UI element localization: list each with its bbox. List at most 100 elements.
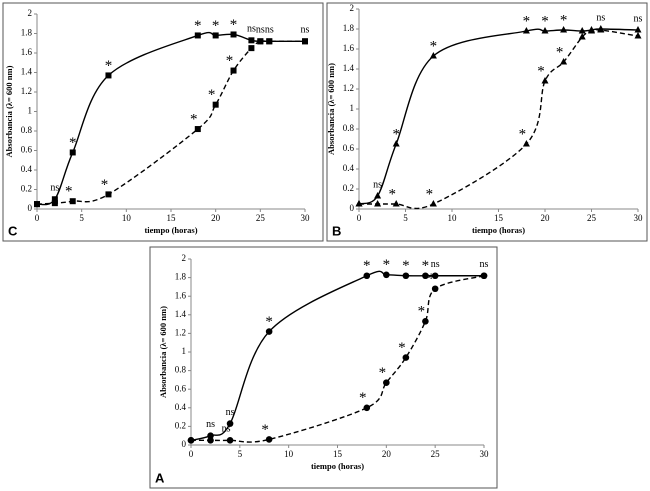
y-tick-label: 0.6 — [175, 383, 187, 393]
y-tick-label: 0.4 — [175, 402, 187, 412]
series-line — [36, 31, 305, 206]
y-axis-title: Absorbancia (λ= 600 nm) — [326, 63, 336, 155]
series-line — [359, 28, 639, 210]
marker — [302, 38, 308, 45]
marker — [541, 77, 549, 84]
marker — [105, 191, 112, 198]
marker — [34, 201, 40, 208]
y-tick-label: 0.2 — [21, 184, 32, 194]
x-tick-label: 25 — [587, 213, 597, 223]
x-tick-label: 0 — [357, 213, 362, 223]
marker — [383, 379, 390, 386]
marker — [634, 26, 642, 33]
panel-label: A — [155, 470, 165, 485]
significance-label: * — [379, 365, 387, 381]
marker — [431, 285, 439, 293]
y-axis-title: Absorbancia (λ= 600 nm) — [4, 65, 14, 157]
significance-label: * — [556, 44, 564, 60]
marker — [226, 420, 234, 427]
marker — [265, 328, 273, 335]
x-tick-label: 30 — [634, 213, 644, 223]
marker — [422, 318, 429, 325]
x-axis-title: tiempo (horas) — [472, 225, 525, 235]
significance-label: ns — [634, 13, 643, 24]
significance-label: * — [430, 38, 438, 54]
y-tick-label: 1.8 — [343, 23, 355, 33]
significance-label: * — [105, 58, 113, 74]
x-tick-label: 15 — [333, 449, 343, 459]
y-tick-label: 0 — [28, 203, 33, 213]
significance-label: * — [523, 13, 531, 29]
significance-label: ns — [265, 25, 274, 36]
marker — [560, 26, 568, 33]
marker — [578, 27, 586, 34]
marker — [355, 200, 363, 207]
marker — [69, 198, 76, 205]
y-tick-label: 1 — [28, 106, 33, 116]
significance-label: * — [388, 186, 396, 202]
marker — [541, 27, 549, 34]
x-tick-label: 30 — [480, 449, 490, 459]
y-axis-title: Absorbancia (λ= 600 nm) — [158, 306, 168, 398]
y-tick-label: 1.6 — [343, 43, 355, 53]
y-tick-label: 1 — [182, 346, 187, 356]
marker — [392, 200, 400, 207]
significance-label: * — [101, 177, 109, 193]
marker — [522, 27, 530, 34]
significance-label: * — [398, 340, 406, 356]
y-tick-label: 0.4 — [21, 164, 33, 174]
x-tick-label: 10 — [122, 213, 132, 223]
significance-label: * — [426, 186, 434, 202]
marker — [402, 272, 410, 280]
significance-label: * — [363, 258, 371, 274]
significance-label: * — [519, 126, 527, 142]
y-tick-label: 0.6 — [343, 143, 355, 153]
y-tick-label: 0 — [350, 203, 355, 213]
y-tick-label: 1.2 — [343, 83, 354, 93]
series-line — [358, 28, 639, 205]
y-tick-label: 2 — [182, 253, 187, 263]
marker — [69, 149, 76, 156]
significance-label: * — [541, 13, 549, 29]
x-tick-label: 25 — [431, 449, 441, 459]
x-tick-label: 20 — [382, 449, 392, 459]
marker — [248, 37, 255, 44]
y-tick-label: 1.2 — [175, 327, 186, 337]
marker — [248, 45, 255, 52]
x-tick-label: 25 — [256, 213, 266, 223]
marker — [597, 26, 605, 33]
significance-label: * — [265, 314, 273, 330]
x-axis-title: tiempo (horas) — [311, 461, 364, 471]
marker — [230, 31, 237, 38]
y-tick-label: 1.8 — [21, 28, 33, 38]
marker — [207, 432, 214, 440]
significance-label: * — [190, 111, 198, 127]
y-tick-label: 0 — [182, 439, 187, 449]
y-tick-label: 1 — [350, 103, 355, 113]
significance-label: * — [392, 126, 400, 142]
significance-label: ns — [596, 12, 605, 23]
marker — [429, 52, 437, 59]
marker — [265, 436, 273, 443]
marker — [588, 27, 595, 34]
x-tick-label: 15 — [494, 213, 504, 223]
significance-label: * — [359, 390, 367, 406]
y-tick-label: 0.6 — [21, 145, 33, 155]
x-tick-label: 5 — [403, 213, 408, 223]
x-tick-label: 10 — [448, 213, 458, 223]
marker — [212, 32, 219, 39]
significance-label: ns — [226, 407, 235, 418]
y-tick-label: 0.2 — [175, 420, 186, 430]
x-tick-label: 5 — [238, 449, 243, 459]
marker — [374, 200, 382, 207]
y-tick-label: 0.8 — [175, 365, 187, 375]
panel-border — [326, 2, 648, 242]
marker — [266, 38, 273, 45]
y-tick-label: 0.8 — [343, 123, 355, 133]
marker — [578, 33, 586, 40]
marker — [226, 437, 234, 444]
significance-label: ns — [256, 25, 265, 36]
y-tick-label: 2 — [28, 8, 33, 18]
significance-label: ns — [247, 24, 256, 35]
